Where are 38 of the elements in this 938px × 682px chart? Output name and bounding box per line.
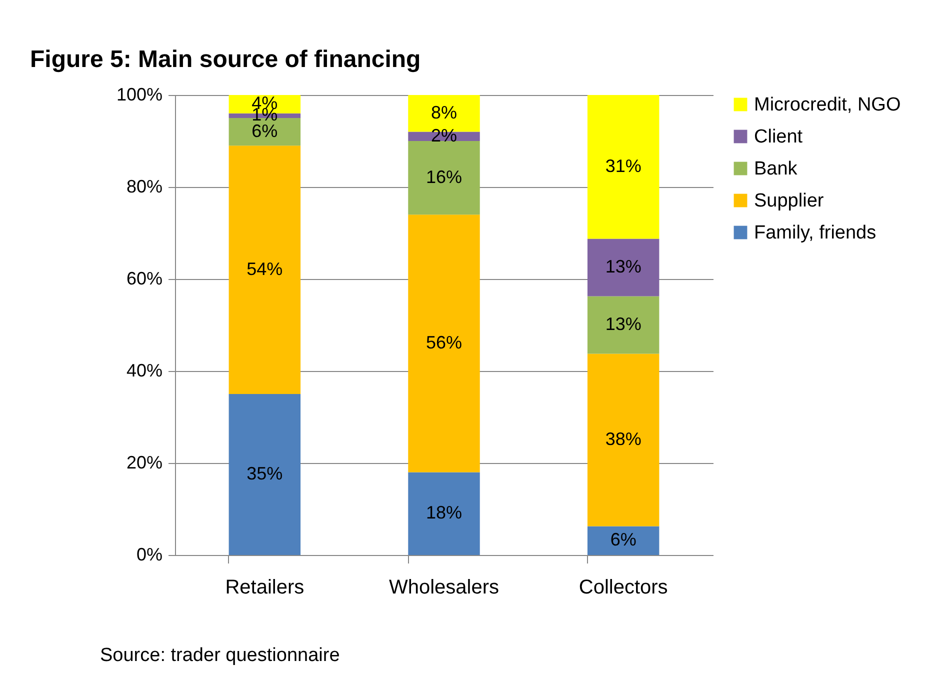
y-tick-label: 40% (126, 360, 162, 380)
x-tick-label: Collectors (578, 576, 668, 598)
y-tick-label: 0% (136, 544, 162, 564)
legend-label: Bank (754, 158, 798, 180)
bar (408, 472, 480, 555)
data-label: 13% (605, 256, 642, 276)
legend-label: Microcredit, NGO (754, 94, 901, 116)
y-tick-label: 20% (126, 452, 162, 472)
bar (408, 141, 480, 215)
bar (587, 526, 660, 555)
bar (228, 146, 301, 394)
bar (228, 394, 301, 555)
bar (587, 354, 660, 526)
data-label: 8% (430, 102, 458, 122)
data-label: 6% (610, 530, 636, 550)
chart-title: Figure 5: Main source of financing (30, 46, 421, 73)
bar (408, 214, 480, 472)
data-label: 38% (605, 429, 642, 449)
legend-label: Family, friends (754, 222, 876, 244)
data-label: 54% (246, 258, 283, 279)
bar (587, 95, 660, 239)
x-tick-label: Retailers (225, 576, 304, 598)
y-tick-label: 60% (126, 268, 162, 288)
x-tick-label: Wholesalers (388, 576, 500, 598)
data-label: 56% (426, 332, 462, 352)
data-label: 35% (246, 464, 283, 484)
bar (587, 296, 660, 354)
data-label: 16% (426, 166, 462, 187)
data-label: 31% (605, 156, 642, 176)
legend-label: Client (754, 126, 804, 148)
bar (587, 238, 660, 296)
y-tick-label: 80% (126, 176, 162, 196)
y-tick-label: 100% (116, 84, 162, 104)
data-label: 18% (426, 502, 462, 523)
data-label: 6% (252, 120, 278, 141)
data-label: 13% (605, 314, 642, 334)
legend-label: Supplier (754, 190, 824, 212)
source-note: Source: trader questionnaire (100, 645, 340, 666)
